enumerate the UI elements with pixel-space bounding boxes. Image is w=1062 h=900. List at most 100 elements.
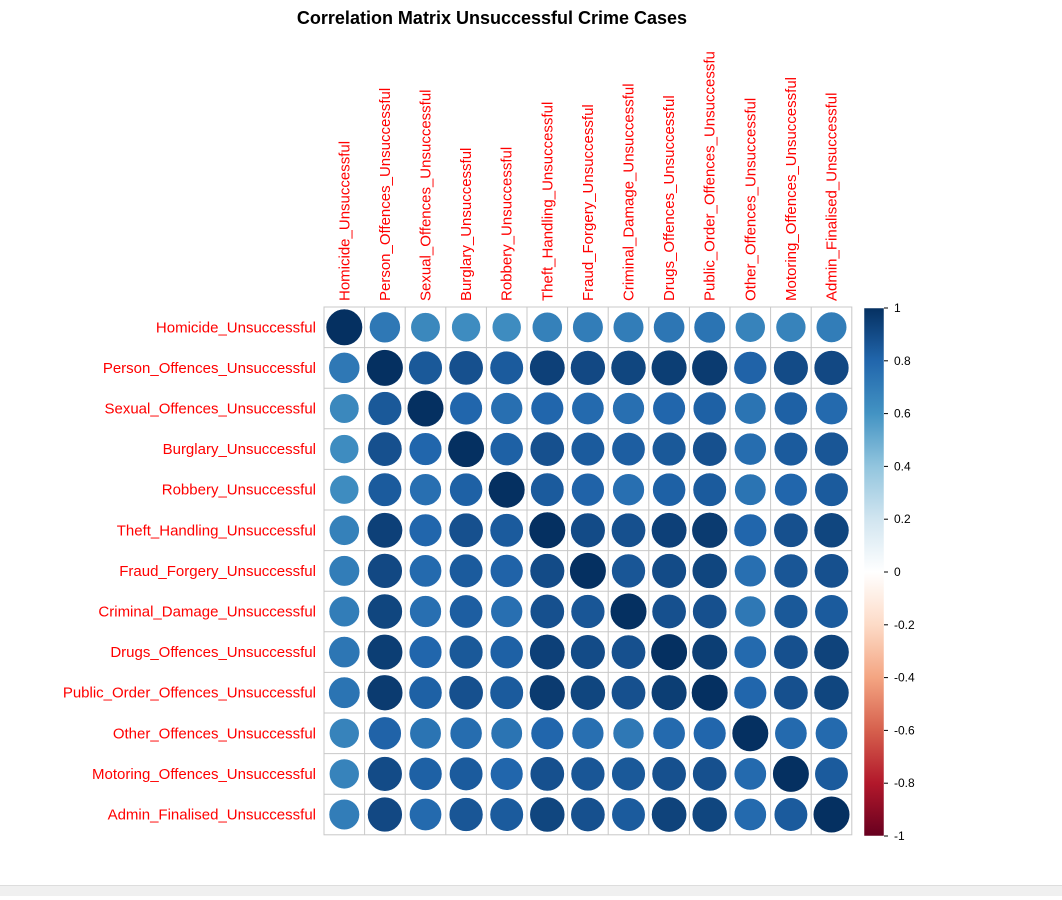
correlation-cell xyxy=(814,431,849,467)
correlation-cell xyxy=(734,595,767,628)
correlation-cell xyxy=(572,311,604,343)
correlation-cell xyxy=(367,796,403,833)
row-label: Theft_Handling_Unsuccessful xyxy=(117,522,316,539)
correlation-cell xyxy=(691,796,728,833)
correlation-cell xyxy=(774,716,808,750)
correlation-cell xyxy=(813,674,850,711)
correlation-cell xyxy=(367,593,403,630)
correlation-cell xyxy=(611,553,646,589)
correlation-cell xyxy=(408,635,443,669)
correlation-cell xyxy=(611,634,646,670)
correlation-cell xyxy=(367,756,403,792)
row-label: Burglary_Unsuccessful xyxy=(163,441,316,458)
correlation-cell xyxy=(571,717,605,750)
correlation-cell xyxy=(611,512,646,548)
correlation-cell xyxy=(814,756,849,791)
correlation-cell xyxy=(449,756,484,791)
correlation-cell xyxy=(773,512,809,548)
correlation-cell xyxy=(651,594,687,629)
correlation-cell xyxy=(528,511,566,549)
correlation-cell xyxy=(329,434,360,464)
correlation-cell xyxy=(611,797,646,832)
correlation-cell xyxy=(328,676,361,709)
correlation-cell xyxy=(652,716,686,750)
correlation-cell xyxy=(773,797,808,832)
correlation-cell xyxy=(448,675,484,711)
column-label: Sexual_Offences_Unsuccessful xyxy=(418,89,435,301)
row-label: Fraud_Forgery_Unsuccessful xyxy=(119,563,316,580)
legend-tick-label: 0.8 xyxy=(894,354,911,368)
correlation-cell xyxy=(489,513,524,548)
correlation-cell xyxy=(366,674,404,711)
chart-title: Correlation Matrix Unsuccessful Crime Ca… xyxy=(297,8,687,28)
row-label: Robbery_Unsuccessful xyxy=(162,482,316,499)
correlation-cell xyxy=(529,756,565,792)
column-label: Robbery_Unsuccessful xyxy=(499,147,516,301)
row-label: Drugs_Offences_Unsuccessful xyxy=(110,644,316,661)
correlation-cell xyxy=(693,716,727,750)
correlation-cell xyxy=(328,798,360,831)
correlation-cell xyxy=(490,717,523,750)
correlation-cell xyxy=(734,392,767,425)
correlation-cell xyxy=(691,553,728,589)
correlation-cell xyxy=(570,594,606,629)
correlation-cell xyxy=(733,513,767,547)
correlation-cell xyxy=(489,635,524,669)
color-legend: 1 0.8 0.6 0.4 0.2 0 -0.2 -0.4 -0.6 -0.8 -1 xyxy=(863,301,915,843)
correlation-cell xyxy=(692,391,727,426)
correlation-cell xyxy=(570,756,606,792)
legend-tick-label: 0.4 xyxy=(894,459,911,473)
correlation-cell xyxy=(653,311,686,344)
correlation-cell xyxy=(570,512,606,548)
correlation-cell xyxy=(448,512,484,548)
legend-tick-label: -1 xyxy=(894,829,905,843)
correlation-cell xyxy=(408,513,443,547)
correlation-cell xyxy=(773,350,809,386)
correlation-cell xyxy=(650,674,688,711)
correlation-cell xyxy=(328,514,360,546)
correlation-cell xyxy=(651,512,688,549)
correlation-cell xyxy=(529,634,566,671)
column-label: Person_Offences_Unsuccessful xyxy=(377,88,394,301)
correlation-cell xyxy=(650,633,688,671)
correlation-cell xyxy=(366,633,404,671)
correlation-cell xyxy=(449,472,483,507)
column-label: Homicide_Unsuccessful xyxy=(336,141,353,301)
correlation-cell xyxy=(734,554,767,588)
row-label: Criminal_Damage_Unsuccessful xyxy=(98,604,316,621)
correlation-cell xyxy=(329,393,360,424)
correlation-cell xyxy=(733,635,767,669)
correlation-cell xyxy=(814,594,849,629)
correlation-cell xyxy=(692,594,728,629)
correlation-cell xyxy=(773,553,809,589)
correlation-cell xyxy=(449,594,484,629)
correlation-cell xyxy=(814,553,849,589)
legend-tick-label: 0.2 xyxy=(894,512,911,526)
correlation-cell xyxy=(409,554,442,588)
correlation-cell xyxy=(366,512,403,549)
correlation-cell xyxy=(612,473,645,506)
correlation-cell xyxy=(735,312,766,343)
correlation-cell xyxy=(367,553,403,589)
correlation-cell xyxy=(409,717,442,750)
correlation-cell xyxy=(329,758,360,790)
column-label: Burglary_Unsuccessful xyxy=(458,148,475,301)
correlation-cell xyxy=(529,674,566,711)
column-label: Criminal_Damage_Unsuccessful xyxy=(621,83,638,301)
correlation-cell xyxy=(773,432,808,467)
correlation-cell xyxy=(650,349,688,387)
column-label: Other_Offences_Unsuccessful xyxy=(742,98,759,301)
correlation-cell xyxy=(366,349,404,387)
correlation-cell xyxy=(570,797,606,832)
correlation-cell xyxy=(611,432,646,467)
correlation-cell xyxy=(652,472,686,507)
row-label: Admin_Finalised_Unsuccessful xyxy=(108,807,316,824)
correlation-cell xyxy=(812,795,851,834)
legend-tick-label: -0.4 xyxy=(894,671,915,685)
correlation-cell xyxy=(692,472,727,507)
correlation-cell xyxy=(408,757,443,791)
row-label: Person_Offences_Unsuccessful xyxy=(103,360,316,377)
row-label: Homicide_Unsuccessful xyxy=(156,319,316,336)
correlation-cell xyxy=(570,432,605,467)
